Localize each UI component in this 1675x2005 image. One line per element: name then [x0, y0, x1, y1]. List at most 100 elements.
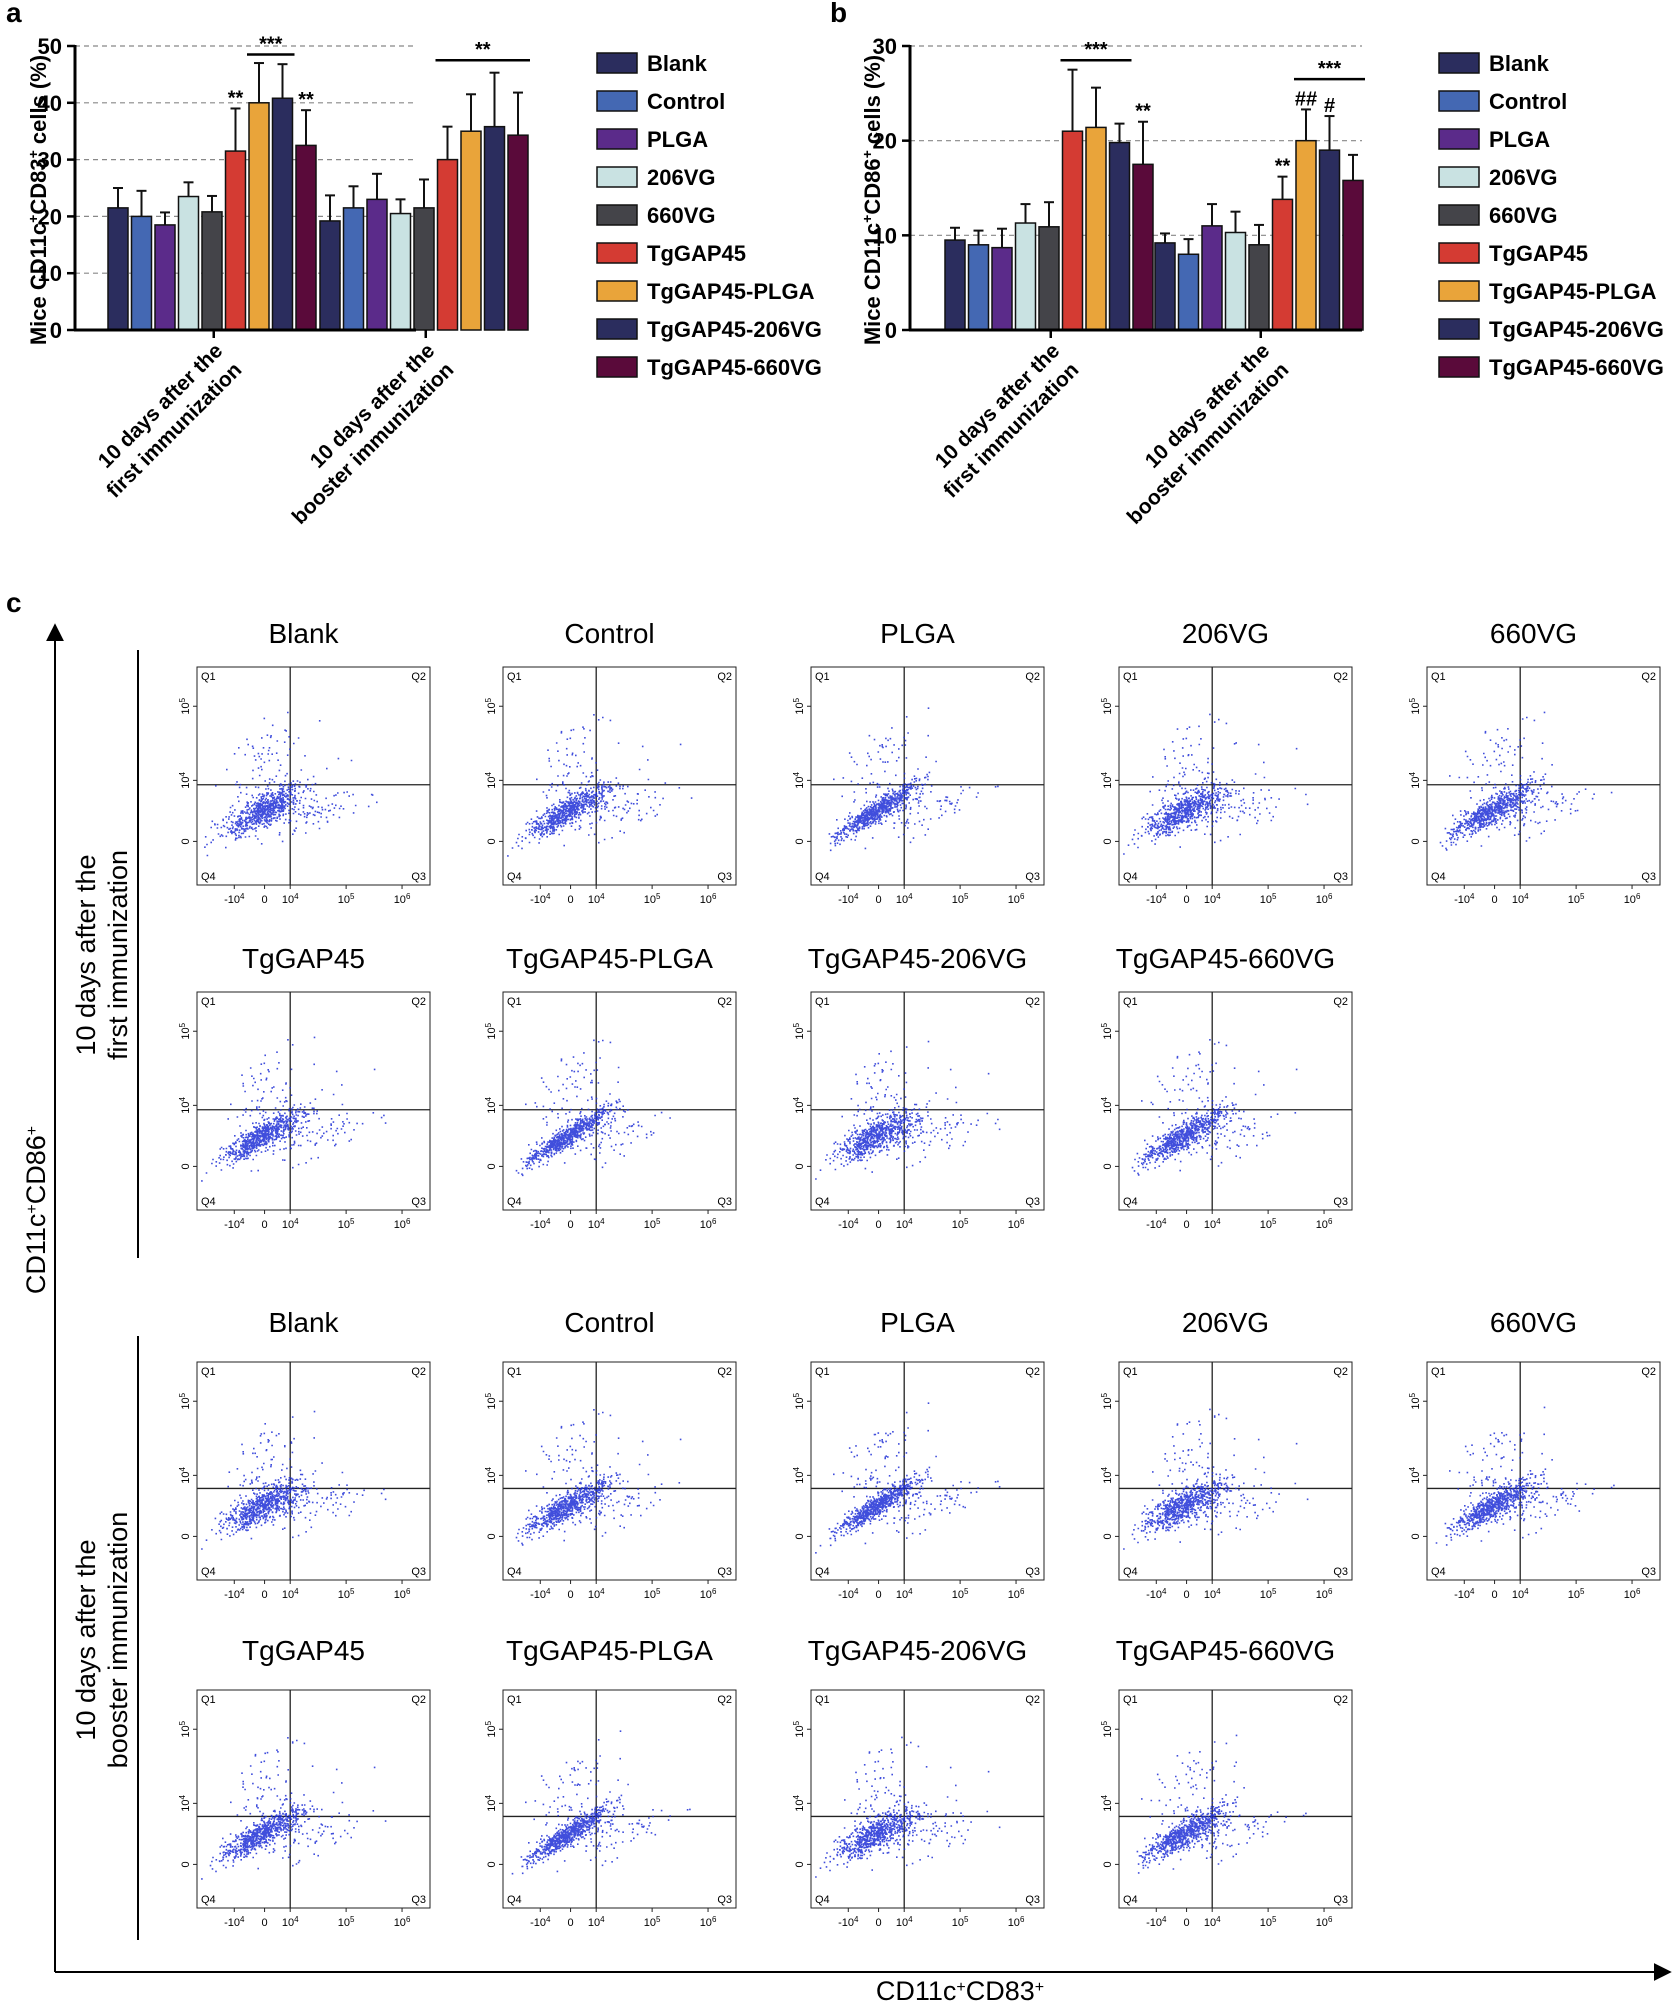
text-span: 10	[952, 1219, 964, 1231]
text-span: 10	[1316, 1219, 1328, 1231]
text-span: 0	[180, 1533, 192, 1539]
plot-frame	[196, 991, 431, 1211]
text-span: 10	[1410, 702, 1422, 714]
y-tick-label: 105	[484, 697, 499, 714]
legend-label: TgGAP45-PLGA	[1489, 279, 1657, 304]
text-span: 5	[1272, 1217, 1277, 1226]
text-span: 10	[952, 894, 964, 906]
quadrant-label: Q2	[717, 671, 732, 683]
text-span: 5	[178, 1392, 187, 1397]
y-tick-label: 105	[484, 1720, 499, 1737]
text-span: 10	[1204, 894, 1216, 906]
y-tick-label: 10	[38, 261, 62, 286]
bar	[1295, 139, 1317, 331]
text-span: 4	[908, 892, 913, 901]
quadrant-label: Q2	[1333, 1694, 1348, 1706]
quadrant-label: Q1	[201, 671, 216, 683]
quadrant-label: Q3	[1025, 1894, 1040, 1906]
bar	[944, 239, 966, 331]
significance-mark: ***	[1318, 58, 1342, 80]
text-span: 4	[1470, 892, 1475, 901]
text-span: 5	[484, 697, 493, 702]
plot-frame	[810, 991, 1045, 1211]
text-span: 10	[1260, 1219, 1272, 1231]
x-tick-label: 0	[568, 1589, 574, 1601]
bar	[154, 224, 176, 331]
quadrant-label: Q3	[1641, 871, 1656, 883]
text-span: Mice CD11c	[860, 223, 885, 345]
x-tick-label: 106	[394, 1915, 411, 1930]
text-span: 4	[908, 1217, 913, 1226]
text-span: 0	[180, 1163, 192, 1169]
text-span: 6	[406, 1217, 411, 1226]
x-tick-label: -104	[838, 1587, 859, 1602]
text-span: 6	[1328, 892, 1333, 901]
text-span: 6	[712, 892, 717, 901]
quadrant-label: Q3	[411, 1196, 426, 1208]
x-tick-label: 10 days after thefirst immunization	[83, 339, 246, 502]
text-span: 10	[1102, 1799, 1114, 1811]
text-span: booster immunization	[103, 1512, 133, 1769]
quadrant-label: Q3	[411, 1566, 426, 1578]
bar	[1154, 242, 1176, 331]
text-span: 10	[486, 1471, 498, 1483]
text-span: 4	[908, 1915, 913, 1924]
y-tick-label: 104	[178, 1466, 193, 1483]
x-tick-label: 104	[896, 1915, 913, 1930]
x-tick-label: -104	[838, 892, 859, 907]
text-span: -10	[1146, 1589, 1162, 1601]
y-tick-label: 0	[794, 1163, 806, 1169]
text-span: 6	[1328, 1217, 1333, 1226]
text-span: 10	[180, 1397, 192, 1409]
text-span: 4	[1100, 1466, 1109, 1471]
text-span: 10	[1260, 1589, 1272, 1601]
text-span: 10	[1008, 1589, 1020, 1601]
x-tick-label: 104	[896, 1587, 913, 1602]
text-span: 0	[1410, 838, 1422, 844]
text-span: 10	[1624, 1589, 1636, 1601]
quadrant-label: Q1	[1123, 671, 1138, 683]
y-tick-label: 104	[1100, 1096, 1115, 1113]
scatter-dots	[1131, 1039, 1298, 1176]
significance-mark: #	[1324, 95, 1335, 117]
legend-label: 660VG	[1489, 203, 1558, 228]
x-tick-label: 104	[588, 1915, 605, 1930]
plot-frame	[1426, 1361, 1661, 1581]
bar	[107, 207, 129, 331]
plot-frame	[196, 1689, 431, 1909]
quadrant-label: Q3	[717, 1894, 732, 1906]
text-span: 10	[486, 1397, 498, 1409]
text-span: 6	[1328, 1587, 1333, 1596]
quadrant-label: Q1	[507, 671, 522, 683]
legend-label: PLGA	[1489, 127, 1550, 152]
plot-title: TgGAP45	[242, 943, 365, 974]
text-span: 10	[644, 1219, 656, 1231]
legend-swatch	[596, 90, 638, 112]
quadrant-label: Q1	[1123, 1694, 1138, 1706]
y-tick-label: 0	[1102, 838, 1114, 844]
scatter-dots	[815, 1736, 1001, 1878]
quadrant-label: Q1	[815, 996, 830, 1008]
text-span: 10	[180, 1027, 192, 1039]
y-tick-label: 40	[38, 91, 62, 116]
text-span: 0	[1184, 1917, 1190, 1929]
y-tick-label: 0	[1102, 1163, 1114, 1169]
text-span: 4	[1470, 1587, 1475, 1596]
text-span: 0	[486, 838, 498, 844]
x-tick-label: 106	[1316, 892, 1333, 907]
text-span: 10 days after the	[71, 854, 101, 1055]
text-span: booster immunization	[288, 358, 459, 529]
text-span: 10	[486, 1027, 498, 1039]
text-span: 10	[1008, 1917, 1020, 1929]
y-tick-label: 0	[1102, 1861, 1114, 1867]
text-span: 4	[1408, 1466, 1417, 1471]
text-span: 4	[546, 1587, 551, 1596]
y-tick-label: 104	[1100, 1466, 1115, 1483]
text-span: -10	[838, 894, 854, 906]
significance-mark: **	[1135, 101, 1151, 123]
